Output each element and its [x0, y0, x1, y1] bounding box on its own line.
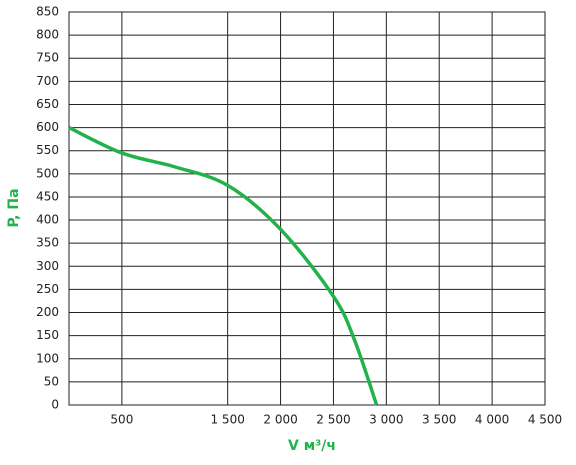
- y-tick-label: 200: [36, 305, 59, 319]
- y-tick-label: 550: [36, 143, 59, 157]
- y-tick-label: 800: [36, 28, 59, 42]
- y-tick-label: 100: [36, 351, 59, 365]
- x-tick-label: 2 000: [263, 413, 297, 427]
- y-tick-label: 700: [36, 74, 59, 88]
- y-tick-label: 400: [36, 213, 59, 227]
- y-tick-label: 650: [36, 97, 59, 111]
- y-tick-label: 850: [36, 5, 59, 19]
- y-tick-label: 0: [51, 398, 59, 412]
- y-tick-label: 150: [36, 328, 59, 342]
- data-line: [68, 126, 379, 406]
- y-tick-label: 50: [44, 374, 59, 388]
- x-tick-label: 3 500: [422, 413, 456, 427]
- x-tick-label: 2 500: [316, 413, 350, 427]
- x-tick-label: 4 000: [475, 413, 509, 427]
- y-tick-label: 300: [36, 259, 59, 273]
- y-tick-label: 450: [36, 189, 59, 203]
- x-tick-label: 500: [110, 413, 133, 427]
- y-axis-title: P, Па: [6, 188, 22, 227]
- y-tick-label: 350: [36, 236, 59, 250]
- x-axis-title: V м³/ч: [288, 438, 336, 454]
- x-tick-label: 4 500: [528, 413, 562, 427]
- y-tick-label: 600: [36, 120, 59, 134]
- plot-frame: [68, 11, 546, 406]
- x-tick-label: 1 500: [210, 413, 244, 427]
- y-tick-label: 750: [36, 51, 59, 65]
- y-tick-label: 250: [36, 282, 59, 296]
- y-tick-label: 500: [36, 166, 59, 180]
- x-tick-label: 3 000: [369, 413, 403, 427]
